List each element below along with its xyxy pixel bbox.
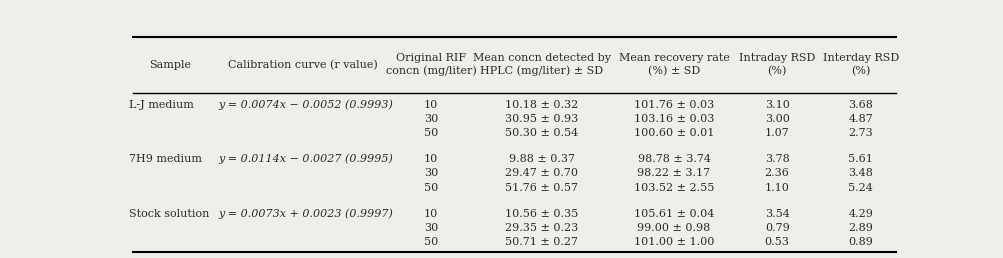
Text: 105.61 ± 0.04: 105.61 ± 0.04 <box>633 208 713 219</box>
Text: Stock solution: Stock solution <box>129 208 210 219</box>
Text: Mean recovery rate
(%) ± SD: Mean recovery rate (%) ± SD <box>618 53 729 76</box>
Text: 3.68: 3.68 <box>848 100 873 110</box>
Text: 0.53: 0.53 <box>764 237 788 247</box>
Text: 50.30 ± 0.54: 50.30 ± 0.54 <box>505 128 578 138</box>
Text: 50: 50 <box>423 183 437 193</box>
Text: 29.47 ± 0.70: 29.47 ± 0.70 <box>505 168 578 178</box>
Text: Sample: Sample <box>149 60 191 70</box>
Text: 99.00 ± 0.98: 99.00 ± 0.98 <box>637 223 710 233</box>
Text: 3.00: 3.00 <box>764 114 788 124</box>
Text: 101.76 ± 0.03: 101.76 ± 0.03 <box>633 100 713 110</box>
Text: 98.78 ± 3.74: 98.78 ± 3.74 <box>637 154 710 164</box>
Text: 10.18 ± 0.32: 10.18 ± 0.32 <box>505 100 578 110</box>
Text: 51.76 ± 0.57: 51.76 ± 0.57 <box>505 183 578 193</box>
Text: 10.56 ± 0.35: 10.56 ± 0.35 <box>505 208 578 219</box>
Text: 30.95 ± 0.93: 30.95 ± 0.93 <box>505 114 578 124</box>
Text: 2.73: 2.73 <box>848 128 873 138</box>
Text: y = 0.0114x − 0.0027 (0.9995): y = 0.0114x − 0.0027 (0.9995) <box>219 154 393 164</box>
Text: 50: 50 <box>423 237 437 247</box>
Text: 29.35 ± 0.23: 29.35 ± 0.23 <box>505 223 578 233</box>
Text: 3.54: 3.54 <box>764 208 788 219</box>
Text: 5.24: 5.24 <box>848 183 873 193</box>
Text: 3.10: 3.10 <box>764 100 788 110</box>
Text: 5.61: 5.61 <box>848 154 873 164</box>
Text: y = 0.0073x + 0.0023 (0.9997): y = 0.0073x + 0.0023 (0.9997) <box>219 208 393 219</box>
Text: 0.89: 0.89 <box>848 237 873 247</box>
Text: 10: 10 <box>423 154 437 164</box>
Text: 30: 30 <box>423 168 437 178</box>
Text: 50.71 ± 0.27: 50.71 ± 0.27 <box>505 237 578 247</box>
Text: 1.07: 1.07 <box>764 128 788 138</box>
Text: 4.87: 4.87 <box>848 114 873 124</box>
Text: Original RIF
concn (mg/liter): Original RIF concn (mg/liter) <box>385 53 475 76</box>
Text: 10: 10 <box>423 100 437 110</box>
Text: 0.79: 0.79 <box>764 223 788 233</box>
Text: 7H9 medium: 7H9 medium <box>129 154 203 164</box>
Text: 100.60 ± 0.01: 100.60 ± 0.01 <box>633 128 713 138</box>
Text: 2.89: 2.89 <box>848 223 873 233</box>
Text: 98.22 ± 3.17: 98.22 ± 3.17 <box>637 168 710 178</box>
Text: 3.48: 3.48 <box>848 168 873 178</box>
Text: 30: 30 <box>423 114 437 124</box>
Text: 10: 10 <box>423 208 437 219</box>
Text: Intraday RSD
(%): Intraday RSD (%) <box>738 53 814 76</box>
Text: 2.36: 2.36 <box>764 168 788 178</box>
Text: Calibration curve (r value): Calibration curve (r value) <box>228 60 377 70</box>
Text: 103.52 ± 2.55: 103.52 ± 2.55 <box>633 183 713 193</box>
Text: 4.29: 4.29 <box>848 208 873 219</box>
Text: 3.78: 3.78 <box>764 154 788 164</box>
Text: 103.16 ± 0.03: 103.16 ± 0.03 <box>633 114 713 124</box>
Text: 9.88 ± 0.37: 9.88 ± 0.37 <box>509 154 574 164</box>
Text: 101.00 ± 1.00: 101.00 ± 1.00 <box>633 237 713 247</box>
Text: Interday RSD
(%): Interday RSD (%) <box>821 53 898 76</box>
Text: y = 0.0074x − 0.0052 (0.9993): y = 0.0074x − 0.0052 (0.9993) <box>219 99 393 110</box>
Text: L-J medium: L-J medium <box>129 100 194 110</box>
Text: 30: 30 <box>423 223 437 233</box>
Text: Mean concn detected by
HPLC (mg/liter) ± SD: Mean concn detected by HPLC (mg/liter) ±… <box>472 53 610 76</box>
Text: 50: 50 <box>423 128 437 138</box>
Text: 1.10: 1.10 <box>764 183 788 193</box>
